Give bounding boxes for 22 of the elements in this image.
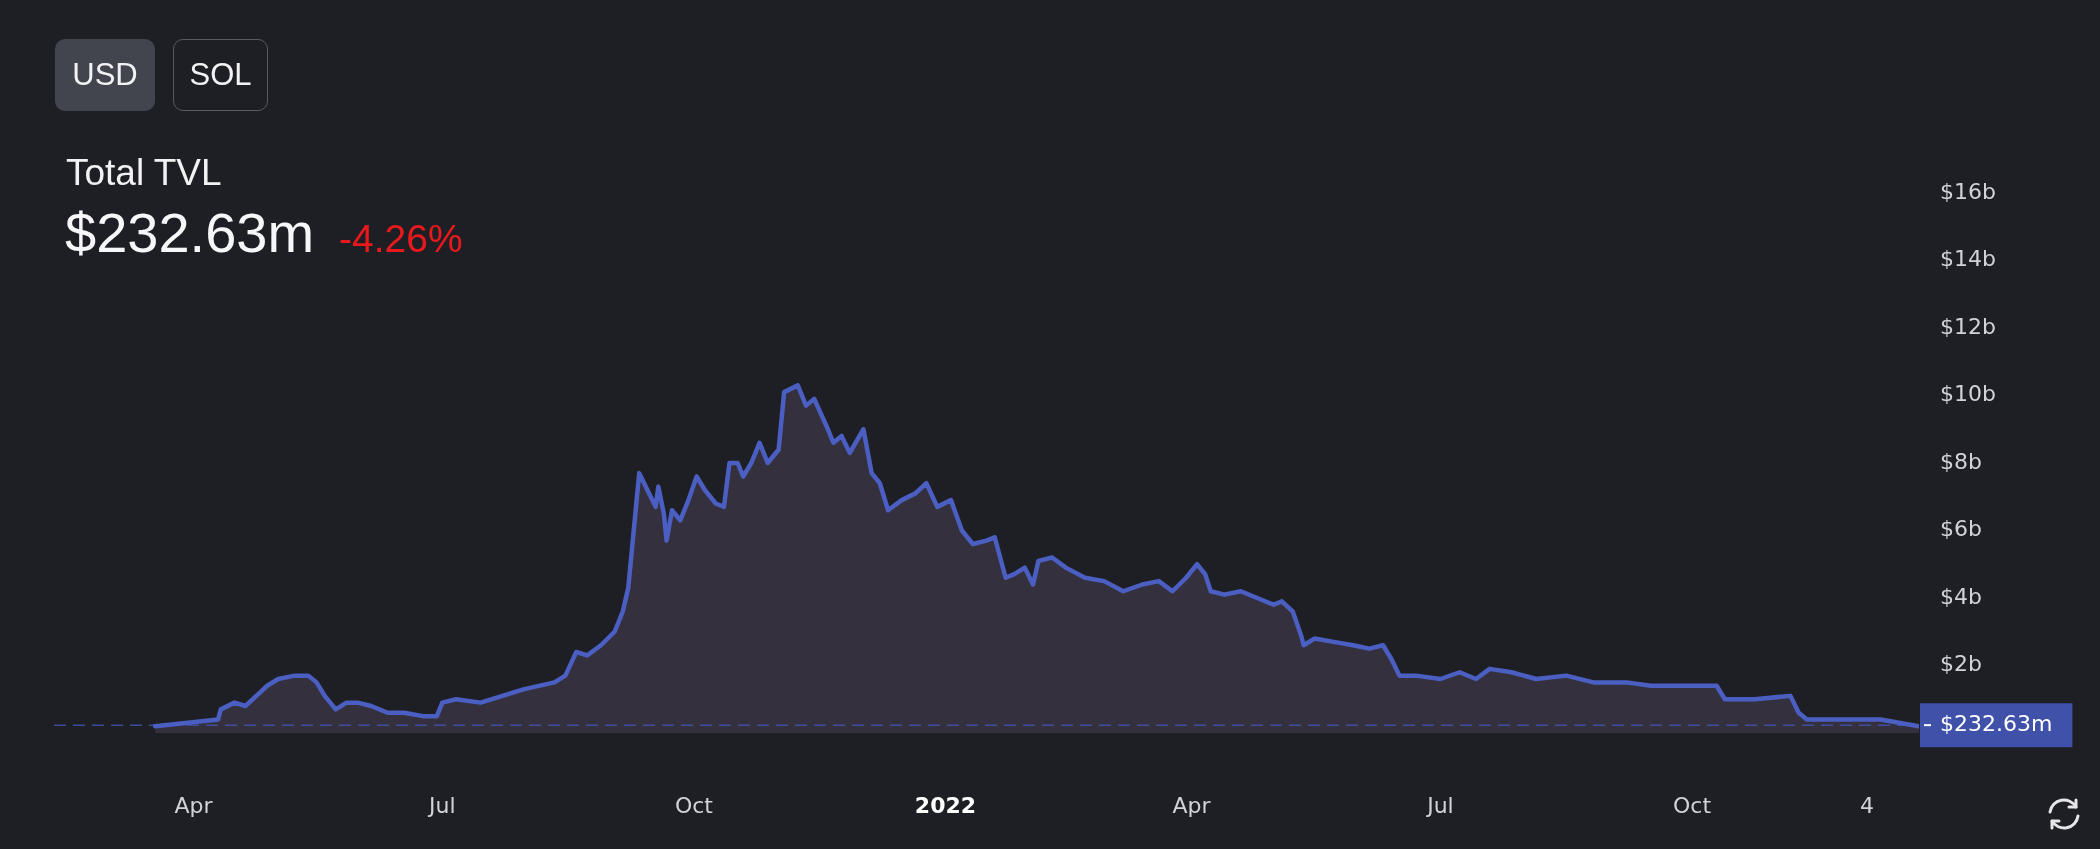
ref-line-label: $232.63m (1940, 710, 2053, 736)
x-tick-label: Apr (174, 792, 214, 818)
x-tick-label: Jul (427, 792, 456, 818)
y-tick-label: $8b (1940, 448, 1982, 474)
y-tick-label: $6b (1940, 516, 1982, 542)
y-tick-label: $16b (1940, 178, 1996, 204)
x-tick-label: 2022 (914, 792, 977, 818)
x-tick-label: Oct (1673, 792, 1712, 818)
y-tick-label: $2b (1940, 651, 1982, 677)
chart-subtitle: $232.63m (65, 201, 315, 264)
x-tick-label: Oct (674, 792, 714, 818)
y-tick-label: $10b (1940, 381, 1996, 407)
x-tick-label: Apr (1172, 792, 1212, 818)
text: USD (72, 57, 138, 93)
y-tick-label: $12b (1940, 313, 1996, 339)
annotation: -4.26% (339, 217, 463, 261)
y-tick-label: $4b (1940, 583, 1982, 609)
x-tick-label: 4 (1860, 792, 1875, 818)
text: SOL (189, 57, 252, 93)
chart-title: Total TVL (66, 152, 222, 193)
x-tick-label: Jul (1425, 792, 1454, 818)
y-tick-label: $14b (1940, 246, 1996, 272)
